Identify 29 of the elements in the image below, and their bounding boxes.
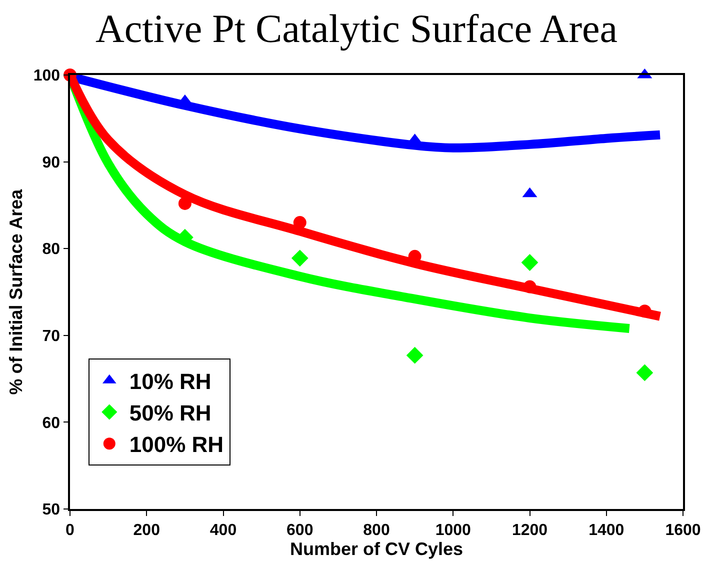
point: [523, 280, 536, 294]
x-tick-label: 200: [133, 522, 160, 539]
x-tick-label: 1200: [512, 522, 548, 539]
point: [406, 346, 424, 364]
x-axis-title: Number of CV Cyles: [290, 538, 464, 559]
x-tick-label: 400: [210, 522, 237, 539]
chart-title: Active Pt Catalytic Surface Area: [95, 6, 618, 52]
x-tick-label: 0: [66, 522, 75, 539]
point: [636, 364, 654, 382]
legend-label: 100% RH: [129, 432, 224, 458]
y-tick-label: 70: [42, 328, 60, 345]
y-tick-label: 90: [42, 154, 60, 172]
point: [521, 254, 538, 271]
y-tick-label: 80: [42, 241, 60, 258]
x-tick-label: 1600: [665, 522, 701, 539]
point: [291, 250, 308, 267]
x-tick-label: 1000: [435, 522, 472, 539]
point: [293, 216, 306, 230]
legend-label: 10% RH: [129, 368, 212, 394]
x-tick-label: 1400: [588, 522, 624, 539]
y-tick-label: 60: [42, 414, 60, 432]
y-axis-title: % of Initial Surface Area: [6, 188, 26, 395]
x-tick-label: 600: [286, 522, 314, 539]
y-tick-label: 100: [33, 68, 60, 85]
legend-label: 50% RH: [129, 400, 212, 426]
x-tick-label: 800: [363, 522, 390, 539]
y-tick-label: 50: [42, 502, 60, 519]
point: [638, 304, 652, 318]
point: [178, 196, 192, 210]
